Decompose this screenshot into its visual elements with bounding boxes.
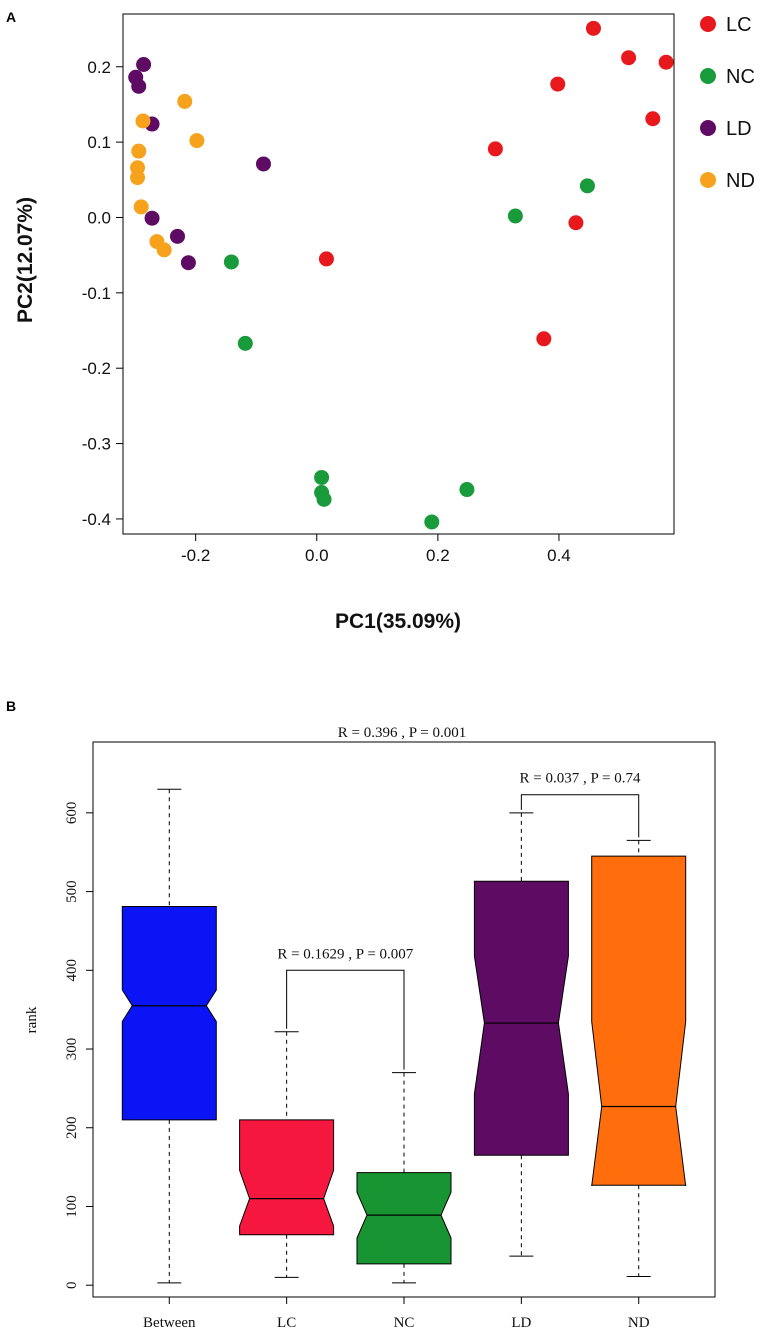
panel-label-a: A [6,9,16,25]
legend-label-nd: ND [726,170,755,192]
pca-axes: -0.2 0.0 0.2 0.4 0.2 0.1 0.0 -0.1 -0.2 -0.3 -0.4 [82,58,571,565]
box-y-tick-label: 500 [64,880,80,903]
box-y-tick-label: 100 [64,1195,80,1218]
legend-marker-nc [700,68,716,84]
legend-label-nc: NC [726,66,755,88]
pca-point-lc [536,331,552,347]
pca-point-ld [131,78,147,94]
pca-point-nc [237,335,253,351]
pca-point-ld [136,56,152,72]
box-x-tick-label: LD [511,1315,531,1331]
pca-x-tick-label: 0.2 [426,546,450,565]
pca-x-tick-label: 0.4 [547,546,571,565]
pca-x-tick-label: -0.2 [181,546,210,565]
pca-point-nd [131,143,147,159]
pca-point-lc [645,111,661,127]
legend-marker-lc [700,16,716,32]
pca-point-nc [314,469,330,485]
legend-label-lc: LC [726,14,752,36]
pca-points [128,20,674,530]
pca-plot-frame [122,13,675,535]
pca-point-lc [487,141,503,157]
legend-label-ld: LD [726,118,752,140]
box-y-tick-label: 300 [64,1038,80,1061]
pca-x-axis-title: PC1(35.09%) [335,610,461,633]
pca-point-lc [568,215,584,231]
pca-point-lc [621,50,637,66]
pca-point-lc [585,20,601,36]
pca-point-nc [507,208,523,224]
box-x-tick-label: LC [277,1315,296,1331]
pca-point-nc [424,514,440,530]
overall-stat-label: R = 0.396 , P = 0.001 [338,725,466,741]
pca-point-ld [144,210,160,226]
pca-y-tick-label: 0.1 [87,133,111,152]
box-lc [239,1119,335,1236]
box-y-tick-label: 200 [64,1116,80,1139]
comparison-label-ld-nd: R = 0.037 , P = 0.74 [520,771,641,787]
box-nc [356,1172,452,1265]
box-x-tick-label: Between [143,1315,196,1331]
pca-point-nd [133,199,149,215]
box-ld [473,880,569,1156]
pca-point-lc [318,251,334,267]
pca-point-ld [169,228,185,244]
pca-point-nd [177,93,193,109]
comparison-bracket-ld-nd [520,794,640,838]
comparison-label-lc-nc: R = 0.1629 , P = 0.007 [277,946,413,962]
box-nd [591,855,687,1187]
panel-label-b: B [6,698,16,714]
pca-legend: LC NC LD ND [700,14,755,192]
box-y-axis-title: rank [24,1006,40,1033]
pca-point-lc [550,76,566,92]
pca-y-tick-label: -0.4 [82,510,111,529]
comparison-brackets: R = 0.1629 , P = 0.007 R = 0.037 , P = 0.… [277,771,641,1070]
pca-y-tick-label: -0.3 [82,435,111,454]
pca-point-nd [189,133,205,149]
pca-y-tick-label: 0.0 [87,208,111,227]
pca-point-nd [135,113,151,129]
pca-y-tick-label: 0.2 [87,58,111,77]
pca-point-nd [130,170,146,186]
pca-point-nc [579,178,595,194]
pca-point-lc [658,54,674,70]
box-y-tick-label: 600 [64,802,80,825]
pca-y-tick-label: -0.1 [82,284,111,303]
box-x-tick-label: NC [394,1315,415,1331]
box-y-tick-label: 0 [64,1281,80,1289]
pca-point-ld [180,255,196,271]
pca-y-tick-label: -0.2 [82,359,111,378]
pca-point-ld [255,156,271,172]
box-between [121,906,217,1121]
pca-point-nc [316,491,332,507]
legend-marker-nd [700,172,716,188]
box-plot-boxes [121,788,687,1284]
pca-point-nc [223,254,239,270]
pca-point-nd [156,242,172,258]
box-axes: 0 100 200 300 400 500 600 Between LC NC LD ND [64,802,650,1331]
box-y-tick-label: 400 [64,959,80,982]
comparison-bracket-lc-nc [286,969,405,1070]
pca-point-nc [459,482,475,498]
pca-y-axis-title: PC2(12.07%) [14,197,37,323]
legend-marker-ld [700,120,716,136]
box-x-tick-label: ND [628,1315,650,1331]
pca-x-tick-label: 0.0 [305,546,329,565]
